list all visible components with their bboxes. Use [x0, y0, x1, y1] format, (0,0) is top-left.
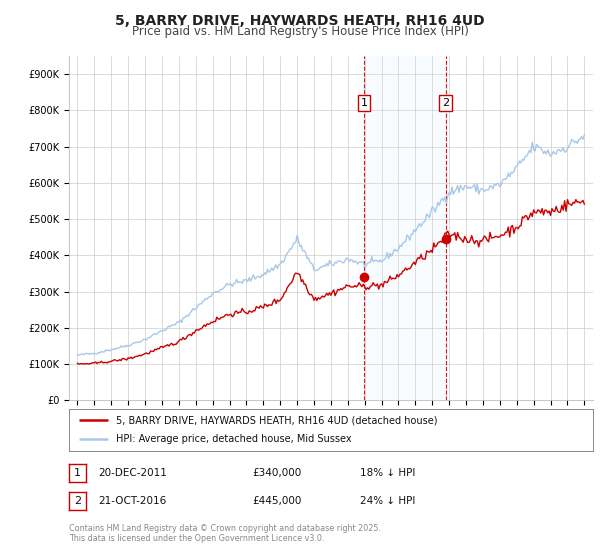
Text: £340,000: £340,000	[252, 468, 301, 478]
Text: 5, BARRY DRIVE, HAYWARDS HEATH, RH16 4UD (detached house): 5, BARRY DRIVE, HAYWARDS HEATH, RH16 4UD…	[116, 415, 437, 425]
Text: HPI: Average price, detached house, Mid Sussex: HPI: Average price, detached house, Mid …	[116, 435, 352, 445]
Text: 18% ↓ HPI: 18% ↓ HPI	[360, 468, 415, 478]
Text: 1: 1	[74, 468, 81, 478]
Text: Price paid vs. HM Land Registry's House Price Index (HPI): Price paid vs. HM Land Registry's House …	[131, 25, 469, 38]
Text: 24% ↓ HPI: 24% ↓ HPI	[360, 496, 415, 506]
Bar	[364, 56, 446, 400]
Text: £445,000: £445,000	[252, 496, 301, 506]
Text: 2: 2	[442, 98, 449, 108]
Text: Contains HM Land Registry data © Crown copyright and database right 2025.
This d: Contains HM Land Registry data © Crown c…	[69, 524, 381, 543]
Text: 20-DEC-2011: 20-DEC-2011	[98, 468, 167, 478]
Text: 2: 2	[74, 496, 81, 506]
Text: 21-OCT-2016: 21-OCT-2016	[98, 496, 166, 506]
Text: 1: 1	[361, 98, 368, 108]
Text: 5, BARRY DRIVE, HAYWARDS HEATH, RH16 4UD: 5, BARRY DRIVE, HAYWARDS HEATH, RH16 4UD	[115, 14, 485, 28]
